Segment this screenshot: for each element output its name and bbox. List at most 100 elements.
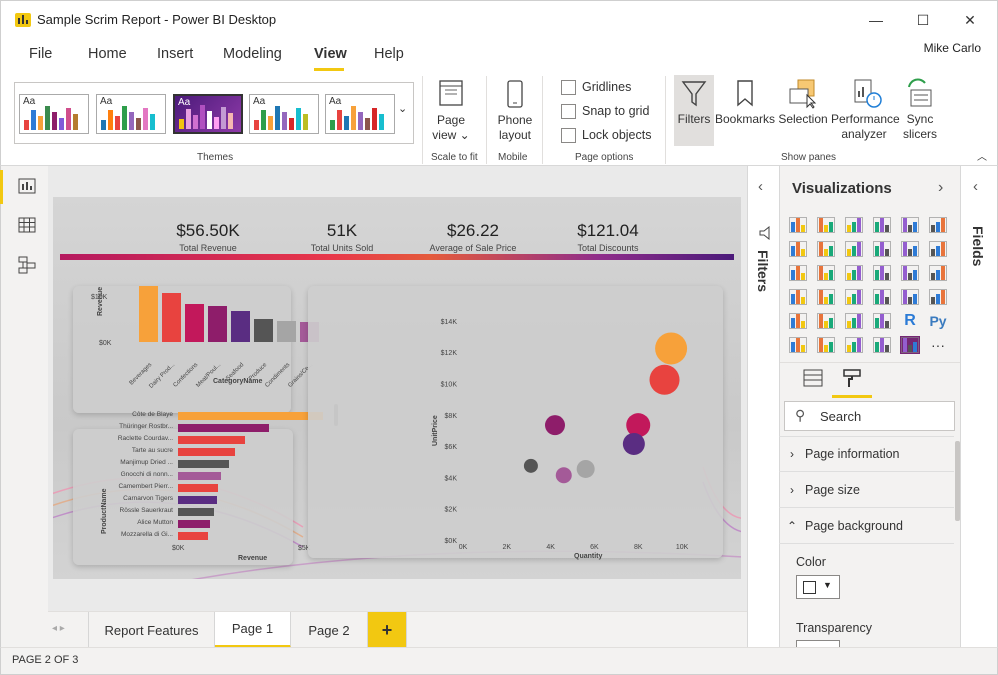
stacked-column-icon[interactable] [816, 216, 836, 234]
python-visual-icon[interactable]: Py [929, 313, 947, 329]
line-chart-icon[interactable] [788, 240, 808, 258]
scatter-point[interactable] [649, 364, 680, 395]
theme-thumbnail[interactable]: Aa [96, 94, 166, 134]
map-icon[interactable] [788, 288, 808, 306]
bar[interactable] [185, 304, 204, 342]
gridlines-checkbox[interactable] [561, 80, 576, 95]
powerapps-icon[interactable] [900, 336, 920, 354]
arcgis-icon[interactable] [872, 336, 892, 354]
key-influencers-icon[interactable] [788, 336, 808, 354]
collapse-ribbon-icon[interactable]: ︿ [977, 152, 987, 163]
kpi-icon[interactable] [788, 312, 808, 330]
area-chart-icon[interactable] [816, 240, 836, 258]
fields-pane[interactable]: ‹ Fields [960, 166, 998, 647]
scatter-point[interactable] [622, 432, 645, 455]
ribbon-chart-icon[interactable] [928, 240, 948, 258]
multirow-card-icon[interactable] [928, 288, 948, 306]
accordion-page-background[interactable]: ⌃ Page background [779, 508, 954, 544]
color-picker[interactable]: ▼ [796, 575, 840, 599]
scatter-icon[interactable] [844, 264, 864, 282]
tab-scroll-left-icon[interactable]: ◂ ▸ [52, 623, 65, 634]
bar[interactable] [178, 520, 211, 528]
menu-modeling[interactable]: Modeling [223, 46, 282, 62]
bar[interactable] [139, 286, 158, 342]
scatter-point[interactable] [523, 458, 538, 473]
tab-page-1[interactable]: Page 1 [215, 612, 291, 648]
phone-layout-button[interactable]: Phone layout [493, 76, 537, 146]
tab-report-features[interactable]: Report Features [88, 612, 215, 648]
search-input[interactable]: ⚲ Search [784, 401, 955, 431]
theme-thumbnail[interactable]: Aa [173, 94, 243, 134]
kpi-units-sold-value[interactable]: 51K [326, 221, 358, 240]
bookmarks-pane-button[interactable]: Bookmarks [715, 75, 775, 146]
data-view-icon[interactable] [18, 217, 36, 233]
clustered-column-icon[interactable] [872, 216, 892, 234]
bar[interactable] [178, 472, 222, 480]
sync-slicers-button[interactable]: Sync slicers [898, 75, 942, 146]
clustered-bar-icon[interactable] [844, 216, 864, 234]
accordion-page-information[interactable]: › Page information [779, 436, 954, 472]
bar[interactable] [277, 320, 296, 342]
kpi-discounts-value[interactable]: $121.04 [577, 221, 639, 240]
waterfall-icon[interactable] [788, 264, 808, 282]
scatter-point[interactable] [545, 415, 565, 436]
bar[interactable] [178, 460, 230, 468]
bar[interactable] [178, 496, 218, 504]
scatter-point[interactable] [555, 467, 572, 484]
theme-thumbnail[interactable]: Aa [249, 94, 319, 134]
qa-icon[interactable] [844, 336, 864, 354]
line-column-icon[interactable] [872, 240, 892, 258]
snap-to-grid-checkbox[interactable] [561, 104, 576, 119]
treemap-icon[interactable] [928, 264, 948, 282]
filled-map-icon[interactable] [816, 288, 836, 306]
report-view-icon[interactable] [18, 178, 36, 194]
bar[interactable] [254, 318, 273, 342]
stacked-area-icon[interactable] [844, 240, 864, 258]
line-clustered-icon[interactable] [900, 240, 920, 258]
bar[interactable] [208, 306, 227, 342]
pane-scrollbar[interactable] [955, 441, 960, 521]
more-visuals-icon[interactable]: ··· [931, 337, 945, 353]
r-visual-icon[interactable]: R [904, 312, 916, 329]
lock-objects-checkbox[interactable] [561, 128, 576, 143]
bar[interactable] [178, 532, 208, 540]
card-icon[interactable] [900, 288, 920, 306]
maximize-button[interactable]: ☐ [916, 11, 930, 28]
bar[interactable] [178, 412, 324, 420]
selection-pane-button[interactable]: Selection [776, 75, 830, 146]
decomposition-tree-icon[interactable] [816, 336, 836, 354]
theme-thumbnail[interactable]: Aa [325, 94, 395, 134]
add-page-button[interactable]: + [368, 612, 407, 648]
menu-home[interactable]: Home [88, 46, 127, 62]
kpi-total-revenue-value[interactable]: $56.50K [176, 221, 240, 240]
filters-pane-button[interactable]: Filters [674, 75, 714, 146]
bar[interactable] [178, 448, 235, 456]
stacked-bar-icon[interactable] [788, 216, 808, 234]
expand-fields-icon[interactable]: ‹ [973, 178, 978, 195]
bar[interactable] [178, 424, 270, 432]
user-name[interactable]: Mike Carlo [923, 41, 981, 55]
accordion-page-size[interactable]: › Page size [779, 472, 954, 508]
kpi-avg-price-value[interactable]: $26.22 [447, 221, 499, 240]
bar[interactable] [178, 484, 219, 492]
format-paintroller-icon[interactable] [841, 368, 863, 388]
donut-icon[interactable] [900, 264, 920, 282]
funnel-icon[interactable] [816, 264, 836, 282]
bar[interactable] [162, 292, 181, 342]
scatter-point[interactable] [576, 459, 595, 478]
shape-map-icon[interactable] [844, 288, 864, 306]
slicer-icon[interactable] [816, 312, 836, 330]
scatter-point[interactable] [626, 413, 651, 438]
menu-insert[interactable]: Insert [157, 46, 194, 62]
menu-help[interactable]: Help [374, 46, 404, 62]
matrix-icon[interactable] [872, 312, 892, 330]
table-icon[interactable] [844, 312, 864, 330]
themes-expand-icon[interactable]: ⌄ [398, 103, 408, 115]
fields-well-icon[interactable] [802, 368, 824, 388]
model-view-icon[interactable] [18, 256, 36, 274]
quantity-unitprice-scatter[interactable]: $14K $12K $10K $8K $6K $4K $2K $0K 0K 2K 4K 6K 8K 10K… [308, 286, 723, 560]
collapse-left-icon[interactable]: ‹ [758, 178, 763, 195]
tab-page-2[interactable]: Page 2 [291, 612, 368, 648]
bar[interactable] [178, 436, 246, 444]
pie-icon[interactable] [872, 264, 892, 282]
